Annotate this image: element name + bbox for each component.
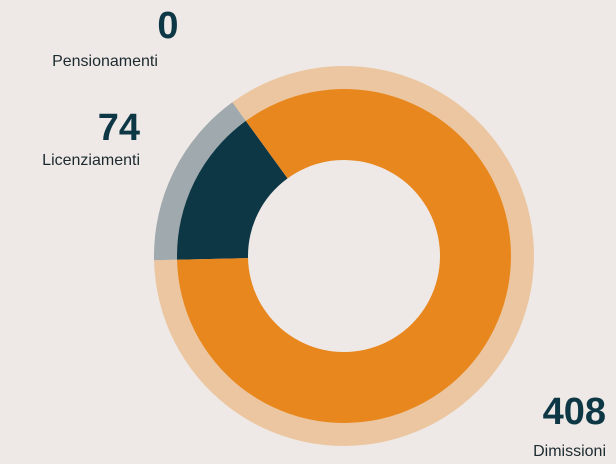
slice	[177, 120, 288, 260]
category-label: Pensionamenti	[52, 53, 158, 70]
value-label: 408	[543, 391, 606, 433]
value-label: 0	[157, 5, 178, 47]
category-label: Licenziamenti	[42, 152, 140, 169]
value-label: 74	[98, 107, 140, 149]
category-label: Dimissioni	[533, 443, 606, 460]
slice	[177, 89, 512, 423]
